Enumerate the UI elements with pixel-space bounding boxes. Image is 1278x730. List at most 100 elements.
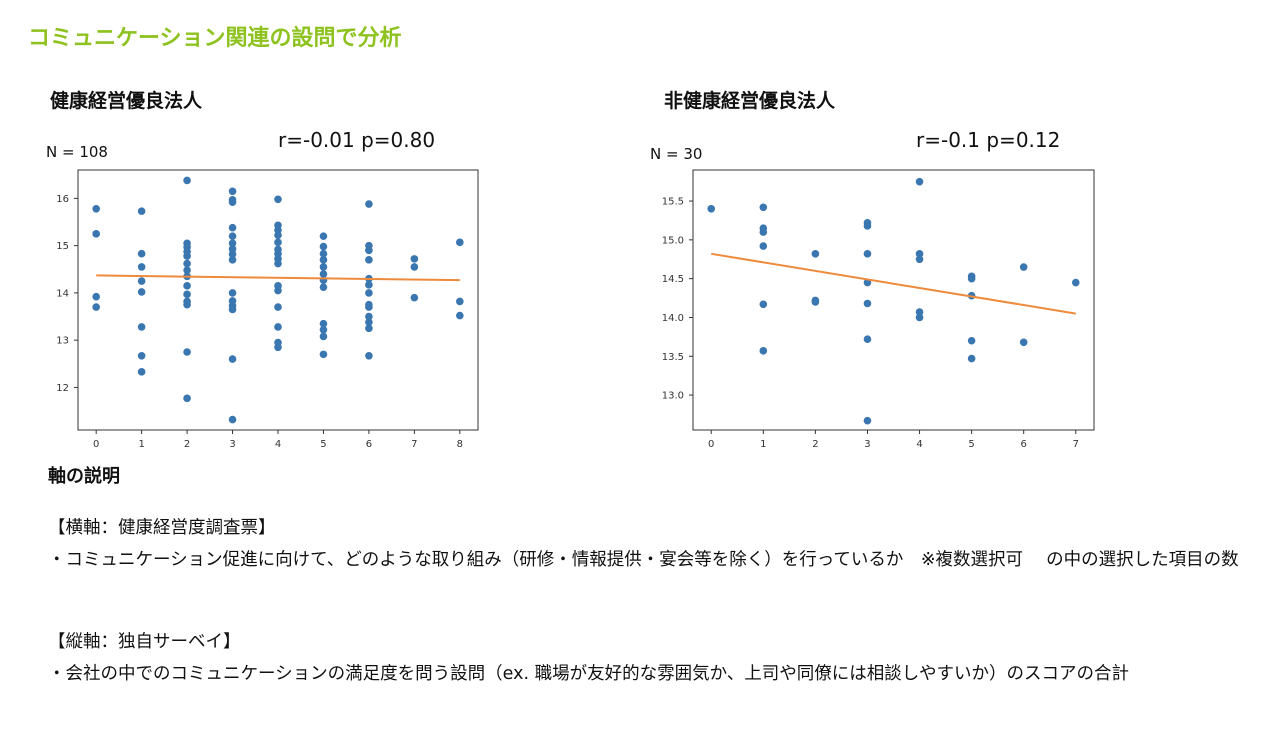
scatter-point [274, 231, 282, 240]
x-tick-label: 4 [916, 439, 922, 450]
y-tick-label: 14.0 [662, 313, 684, 324]
scatter-point [92, 292, 100, 301]
y-tick-label: 14.5 [662, 274, 684, 285]
scatter-point [915, 177, 924, 186]
scatter-point [1019, 263, 1028, 271]
x-tick-label: 2 [184, 439, 190, 450]
axis-explanation-heading: 軸の説明 [48, 466, 120, 487]
x-axis-title: 【横軸：健康経営度調査票】 [48, 518, 276, 538]
scatter-point [410, 255, 419, 263]
chart1-sample-size: N = 108 [46, 143, 108, 161]
y-tick-label: 14 [56, 288, 69, 299]
scatter-point [183, 266, 191, 275]
scatter-point [1071, 278, 1080, 287]
scatter-point [456, 297, 464, 306]
scatter-point [228, 245, 237, 253]
chart2-scatter-plot: 13.0 13.5 14.0 14.5 15.0 15.5 0 1 2 3 4 5 6 7 [662, 169, 1095, 450]
x-tick-label: 0 [93, 439, 99, 450]
x-tick-label: 8 [457, 439, 463, 450]
scatter-point [707, 205, 716, 213]
y-tick-label: 12 [56, 383, 69, 394]
chart2-sample-size: N = 30 [650, 145, 703, 163]
scatter-point [759, 242, 768, 250]
x-tick-label: 1 [760, 439, 766, 450]
x-tick-label: 4 [275, 439, 281, 450]
scatter-point [183, 252, 191, 260]
y-tick-label: 15.0 [662, 235, 684, 246]
scatter-point [274, 238, 282, 247]
scatter-point [365, 289, 373, 297]
scatter-point [365, 312, 373, 321]
scatter-point [228, 256, 237, 264]
scatter-point [410, 263, 419, 271]
scatter-point [456, 311, 464, 320]
scatter-point [759, 228, 768, 236]
scatter-point [228, 305, 237, 314]
scatter-point [183, 290, 191, 299]
scatter-point [1019, 338, 1028, 347]
scatter-point [228, 250, 237, 258]
y-tick-label: 13.0 [662, 391, 684, 402]
scatter-point [319, 350, 328, 359]
scatter-point [137, 323, 146, 331]
scatter-point [228, 289, 237, 297]
scatter-point [915, 308, 924, 316]
x-tick-label: 6 [366, 439, 372, 450]
scatter-point [137, 249, 146, 258]
plot-frame [692, 169, 1095, 431]
scatter-point [319, 263, 328, 271]
scatter-point [274, 249, 282, 258]
scatter-point [274, 343, 282, 352]
scatter-point [811, 250, 820, 258]
scatter-point [863, 250, 872, 258]
scatter-point [92, 303, 100, 311]
scatter-point [228, 239, 237, 248]
y-tick-label: 13 [56, 336, 69, 347]
y-tick-label: 13.5 [662, 352, 684, 363]
x-tick-label: 6 [1021, 439, 1027, 450]
scatter-point [759, 347, 768, 355]
y-tick-label: 15.5 [662, 197, 684, 208]
scatter-point [410, 293, 419, 302]
scatter-point [365, 303, 373, 311]
scatter-point [863, 222, 872, 230]
scatter-point [137, 368, 146, 376]
scatter-point [183, 282, 191, 290]
scatter-point [274, 259, 282, 268]
scatter-point [863, 299, 872, 308]
scatter-point [915, 313, 924, 322]
y-axis-description: ・会社の中でのコミュニケーションの満足度を問う設問（ex. 職場が友好的な雰囲気… [48, 664, 1130, 684]
scatter-point [365, 246, 373, 255]
scatter-point [228, 232, 237, 240]
chart2-subtitle: 非健康経営優良法人 [664, 90, 836, 112]
x-tick-label: 3 [864, 439, 870, 450]
scatter-point [319, 319, 328, 328]
scatter-point [137, 263, 146, 271]
scatter-point [274, 195, 282, 204]
scatter-point [183, 259, 191, 268]
scatter-point [228, 223, 237, 232]
x-tick-label: 2 [812, 439, 818, 450]
x-tick-label: 7 [1073, 439, 1079, 450]
scatter-point [183, 300, 191, 309]
scatter-point [137, 207, 146, 215]
scatter-point [456, 238, 464, 247]
scatter-point [274, 303, 282, 311]
scatter-point [274, 286, 282, 295]
scatter-point [319, 270, 328, 278]
regression-line [96, 274, 460, 282]
y-tick-label: 15 [56, 241, 69, 252]
scatter-point [915, 250, 924, 258]
x-tick-label: 3 [229, 439, 235, 450]
scatter-point [365, 200, 373, 208]
scatter-point [365, 281, 373, 289]
scatter-point [319, 332, 328, 341]
scatter-point [183, 348, 191, 356]
y-tick-label: 16 [56, 194, 69, 205]
scatter-point [228, 187, 237, 196]
x-tick-label: 5 [968, 439, 974, 450]
scatter-point [319, 249, 328, 258]
page-title: コミュニケーション関連の設問で分析 [28, 26, 402, 51]
scatter-point [183, 176, 191, 185]
